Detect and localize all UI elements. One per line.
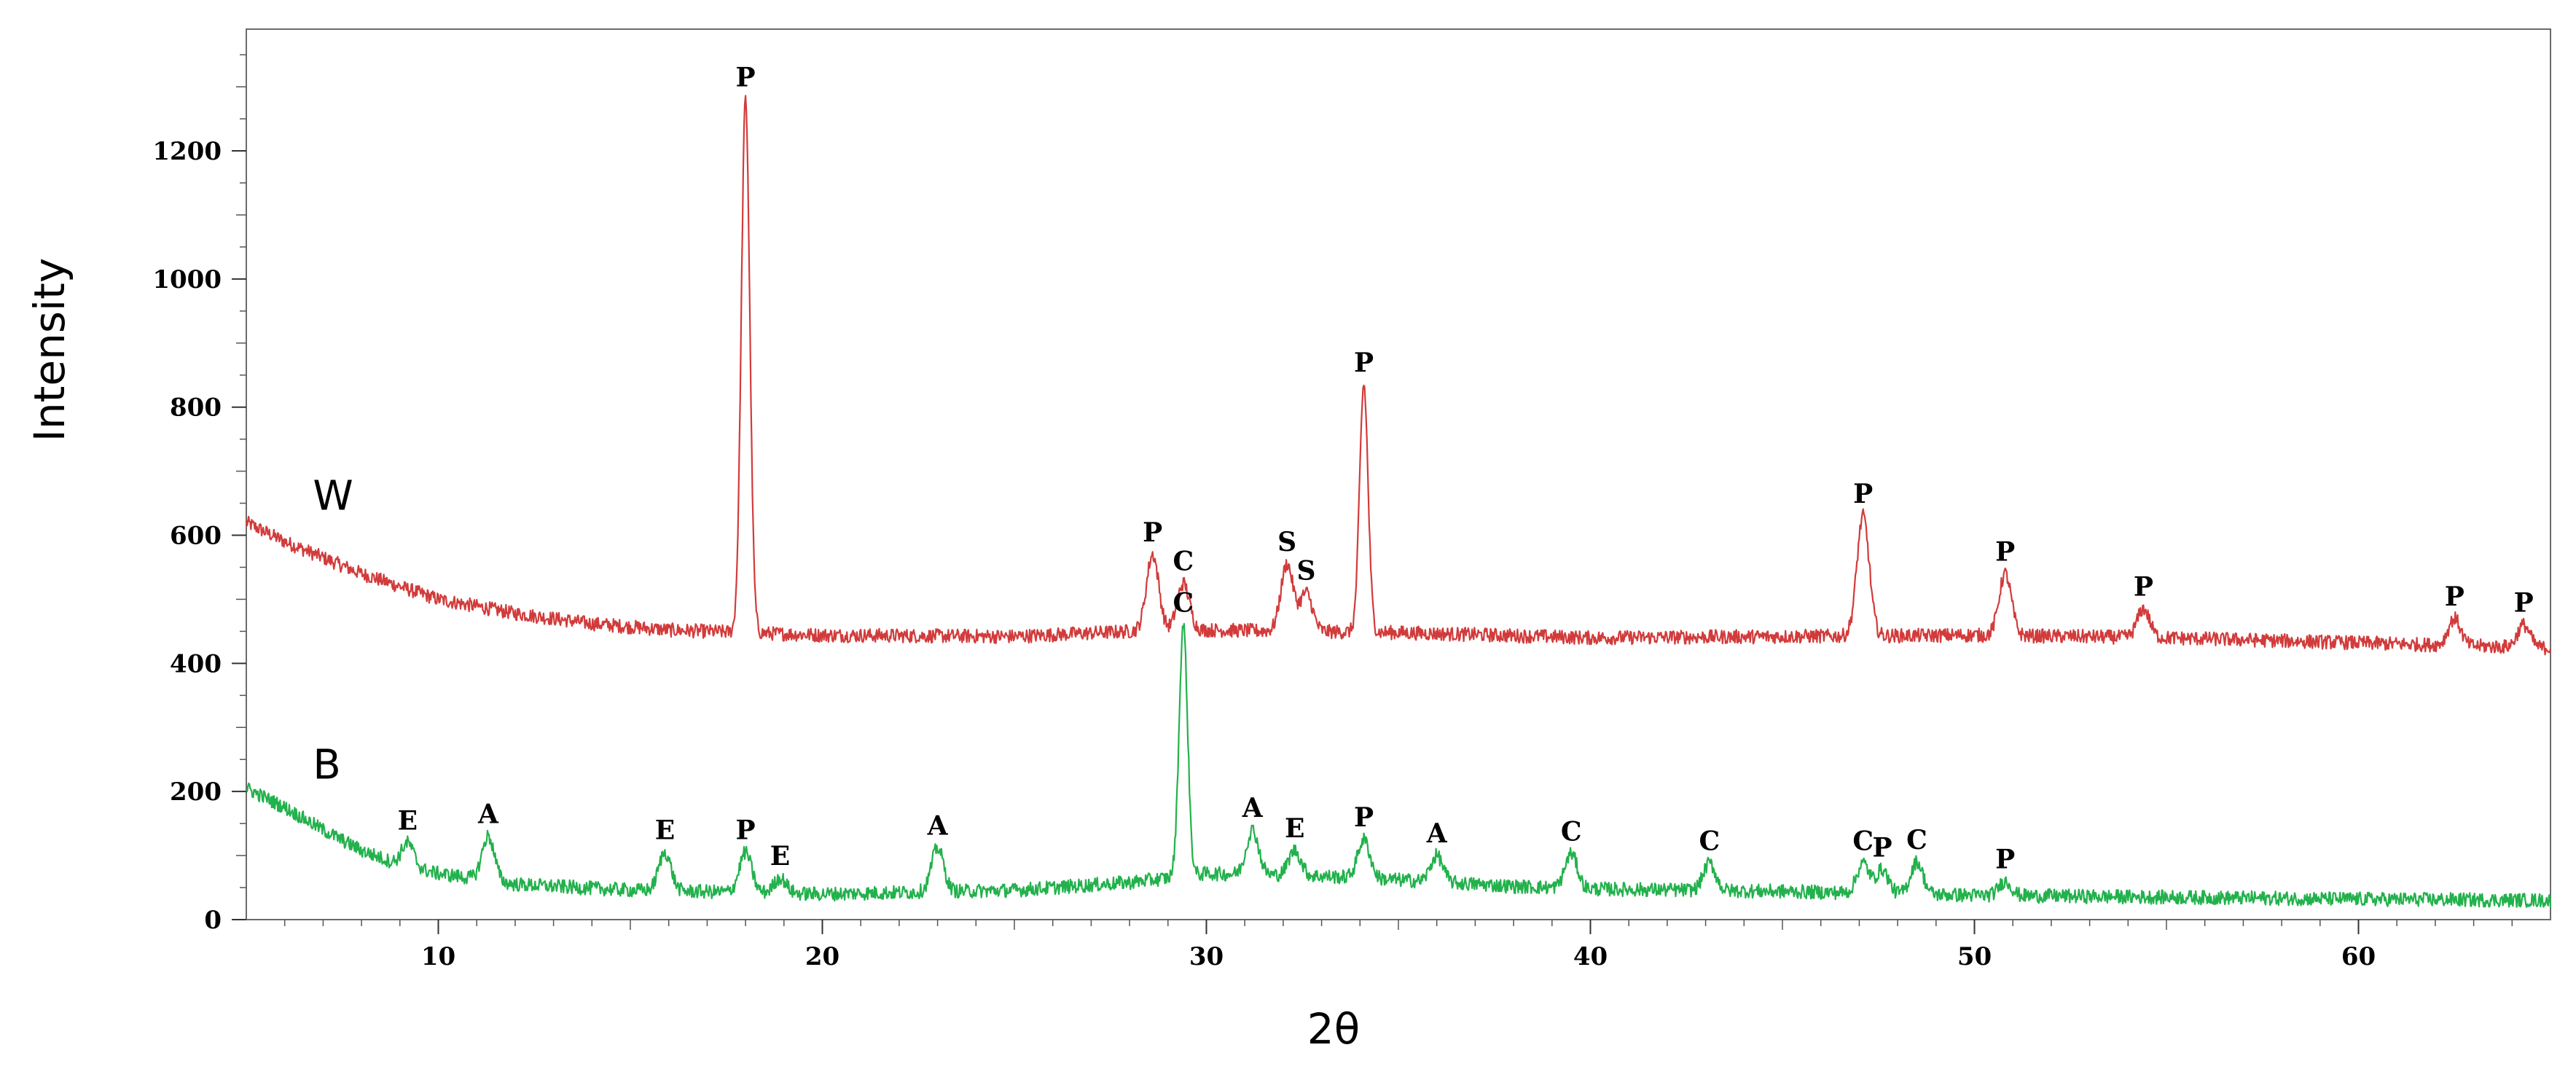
x-tick-label: 20	[805, 942, 839, 971]
peak-label: P	[736, 63, 756, 93]
peak-label: C	[1906, 825, 1927, 855]
y-tick-label: 400	[170, 649, 222, 678]
x-tick-label: 10	[421, 942, 455, 971]
peak-label: A	[927, 811, 949, 842]
peak-label: P	[1872, 832, 1892, 863]
series-line-B	[246, 622, 2552, 909]
x-tick-label: 40	[1573, 942, 1608, 971]
y-tick-label: 1000	[152, 265, 222, 294]
y-tick-label: 200	[170, 778, 222, 807]
peak-label: P	[2134, 572, 2153, 603]
series-line-W	[245, 95, 2552, 656]
peak-label: P	[2445, 582, 2465, 612]
x-axis-title: 2θ	[1307, 1004, 1360, 1054]
peak-label: E	[1285, 813, 1304, 844]
y-tick-label: 600	[170, 522, 222, 551]
peak-label: E	[398, 806, 418, 837]
y-tick-label: 800	[170, 393, 222, 423]
peak-label: P	[1853, 479, 1873, 509]
peak-label: C	[1561, 816, 1582, 847]
peak-label: P	[1143, 517, 1162, 548]
x-tick-label: 30	[1189, 942, 1224, 971]
peak-label: E	[655, 815, 675, 846]
peak-label: P	[1995, 536, 2015, 567]
plot-frame	[246, 28, 2551, 920]
peak-label: C	[1173, 588, 1194, 619]
x-tick-label: 50	[1957, 942, 1992, 971]
x-tick-label: 60	[2341, 942, 2376, 971]
series-tag-W: W	[313, 472, 353, 520]
series-tag-B: B	[313, 742, 340, 789]
peak-label: P	[1995, 844, 2015, 874]
peak-label: P	[1354, 348, 1374, 378]
peak-label: A	[1242, 793, 1264, 823]
peak-label: C	[1173, 546, 1194, 576]
series-group	[245, 95, 2552, 909]
peak-label: C	[1699, 826, 1720, 857]
peak-label: A	[477, 799, 499, 830]
peak-label: S	[1277, 527, 1296, 557]
peak-label: P	[2514, 588, 2534, 619]
y-tick-label: 0	[204, 906, 222, 935]
peak-label: P	[736, 815, 756, 846]
peak-label: S	[1297, 556, 1316, 587]
y-tick-label: 1200	[152, 137, 222, 166]
y-axis-title: Intensity	[25, 258, 74, 442]
peak-label: E	[770, 841, 790, 872]
peak-label: P	[1354, 802, 1374, 833]
peak-label: A	[1426, 818, 1448, 849]
peak-label: C	[1852, 826, 1874, 857]
